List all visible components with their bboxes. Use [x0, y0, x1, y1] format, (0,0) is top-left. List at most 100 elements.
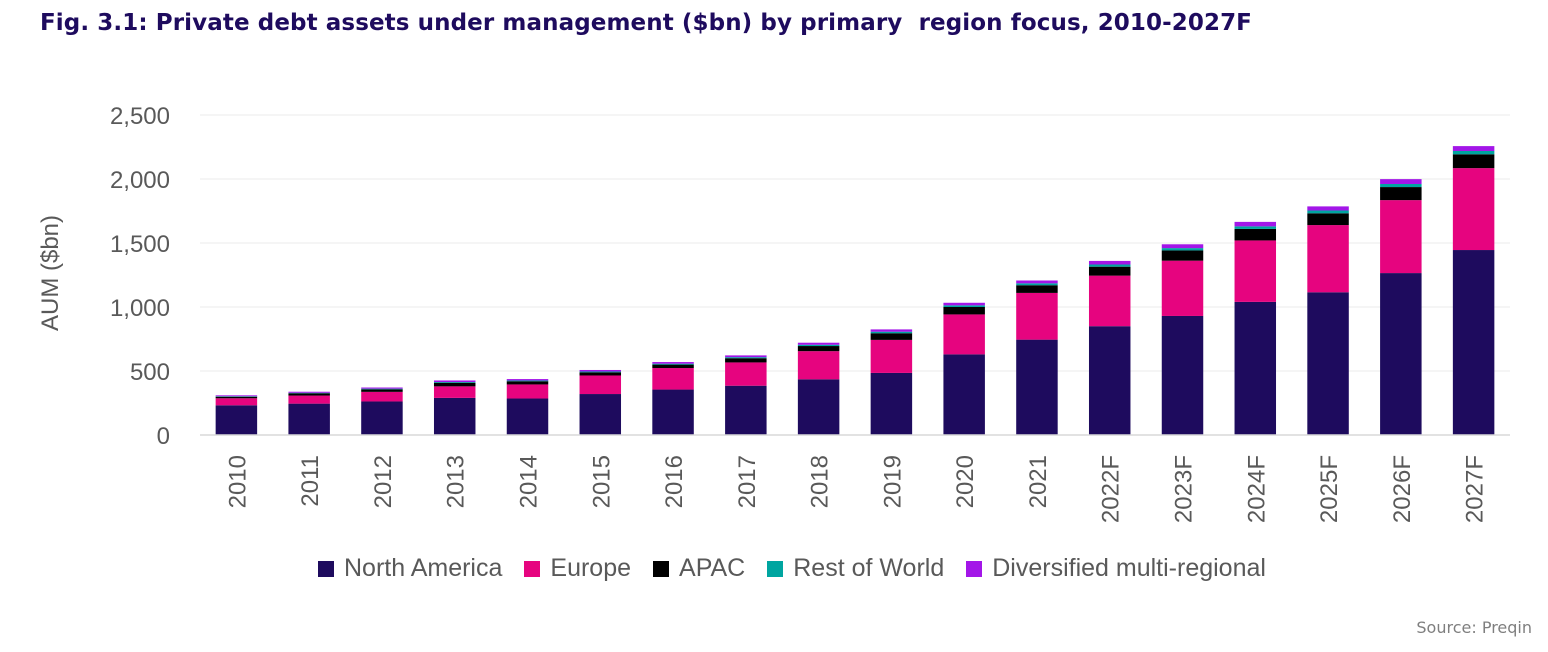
bar-stack-2010: [215, 395, 258, 435]
bar-stack-2013: [433, 380, 476, 435]
bar-diversified-multi-regional: [1234, 221, 1277, 227]
x-tick-label: 2017: [734, 455, 761, 508]
bar-apac: [361, 389, 403, 392]
legend-swatch: [524, 560, 541, 577]
bar-apac: [797, 346, 840, 352]
bar-diversified-multi-regional: [579, 369, 622, 372]
chart-title: Fig. 3.1: Private debt assets under mana…: [40, 10, 1252, 36]
bar-europe: [725, 362, 767, 386]
bar-stack-2011: [288, 391, 330, 435]
legend-swatch: [318, 560, 334, 577]
bar-diversified-multi-regional: [1016, 280, 1058, 284]
x-tick-label: 2018: [807, 455, 834, 508]
x-tick-label: 2026F: [1389, 455, 1416, 523]
bar-apac: [1016, 285, 1058, 293]
bar-stack-2022f: [1088, 260, 1131, 435]
bar-north-america: [1088, 326, 1131, 435]
bar-north-america: [1380, 273, 1422, 435]
bar-europe: [1088, 275, 1131, 327]
y-axis-ticks: 0 500 1,000 1,500 2,000 2,500: [110, 103, 170, 450]
bar-europe: [870, 339, 913, 373]
bar-north-america: [652, 389, 694, 435]
bar-diversified-multi-regional: [361, 387, 403, 389]
bar-diversified-multi-regional: [725, 355, 767, 358]
y-tick-label: 0: [157, 423, 170, 450]
bar-rest-of-world: [1380, 183, 1422, 188]
y-tick-label: 500: [130, 359, 170, 386]
legend-label: APAC: [679, 554, 746, 582]
bar-stack-2021: [1016, 280, 1058, 435]
legend-label: North America: [344, 554, 503, 582]
bar-apac: [1088, 266, 1131, 276]
bar-diversified-multi-regional: [1088, 260, 1131, 265]
bar-apac: [288, 393, 330, 396]
x-tick-label: 2015: [588, 455, 615, 508]
bar-europe: [361, 391, 403, 402]
bar-north-america: [870, 372, 913, 435]
bar-europe: [1161, 260, 1204, 316]
y-tick-label: 1,000: [110, 295, 170, 322]
bar-diversified-multi-regional: [943, 302, 985, 306]
bar-diversified-multi-regional: [1307, 206, 1349, 211]
legend-item-rest-of-world: Rest of World: [767, 554, 944, 583]
bar-apac: [1452, 154, 1495, 169]
x-tick-label: 2013: [443, 455, 470, 508]
x-tick-label: 2023F: [1171, 455, 1198, 523]
y-axis-title: AUM ($bn): [37, 215, 64, 331]
bar-europe: [1234, 240, 1277, 302]
bar-north-america: [506, 398, 549, 435]
legend-item-europe: Europe: [524, 554, 631, 583]
bar-diversified-multi-regional: [797, 342, 840, 345]
bar-rest-of-world: [797, 344, 840, 347]
bar-north-america: [433, 397, 476, 435]
bar-diversified-multi-regional: [652, 362, 694, 364]
legend-item-diversified-multi-regional: Diversified multi-regional: [966, 554, 1266, 583]
bar-north-america: [1161, 315, 1204, 435]
bar-diversified-multi-regional: [433, 380, 476, 383]
bar-europe: [215, 398, 258, 406]
bar-apac: [1161, 250, 1204, 261]
bar-apac: [506, 381, 549, 385]
x-tick-label: 2012: [370, 455, 397, 508]
bar-stack-2018: [797, 342, 840, 435]
legend-item-apac: APAC: [653, 554, 745, 583]
x-tick-label: 2022F: [1098, 455, 1125, 523]
legend-item-north-america: North America: [318, 554, 502, 583]
legend-label: Europe: [550, 554, 632, 582]
x-tick-label: 2014: [516, 455, 543, 508]
x-tick-label: 2016: [661, 455, 688, 508]
bar-rest-of-world: [870, 331, 913, 334]
bar-apac: [433, 382, 476, 387]
bar-rest-of-world: [943, 305, 985, 307]
bar-north-america: [725, 385, 767, 435]
y-tick-label: 2,000: [110, 167, 170, 194]
bar-stack-2024f: [1234, 221, 1277, 435]
y-tick-label: 1,500: [110, 231, 170, 258]
bar-rest-of-world: [1452, 150, 1495, 155]
bar-stack-2026f: [1380, 179, 1422, 435]
bar-north-america: [1016, 339, 1058, 435]
bar-rest-of-world: [361, 388, 403, 390]
source-note: Source: Preqin: [1416, 618, 1532, 637]
bar-apac: [215, 396, 258, 399]
legend-swatch: [966, 560, 983, 577]
legend-label: Rest of World: [793, 554, 945, 582]
bar-rest-of-world: [579, 371, 622, 373]
bar-north-america: [1452, 250, 1495, 435]
bar-stacks: [215, 146, 1495, 435]
bar-stack-2014: [506, 379, 549, 435]
bar-north-america: [1234, 301, 1277, 435]
x-tick-label: 2019: [879, 455, 906, 508]
y-tick-label: 2,500: [110, 103, 170, 130]
x-tick-label: 2010: [224, 455, 251, 508]
bar-apac: [652, 364, 694, 369]
bar-stack-2027f: [1452, 146, 1495, 435]
legend-label: Diversified multi-regional: [992, 554, 1266, 582]
bar-north-america: [361, 401, 403, 435]
bar-diversified-multi-regional: [215, 395, 258, 397]
bar-stack-2016: [652, 362, 694, 435]
legend-swatch: [767, 560, 784, 577]
bar-apac: [1307, 213, 1349, 226]
bar-stack-2023f: [1161, 244, 1204, 435]
bar-rest-of-world: [1161, 248, 1204, 251]
